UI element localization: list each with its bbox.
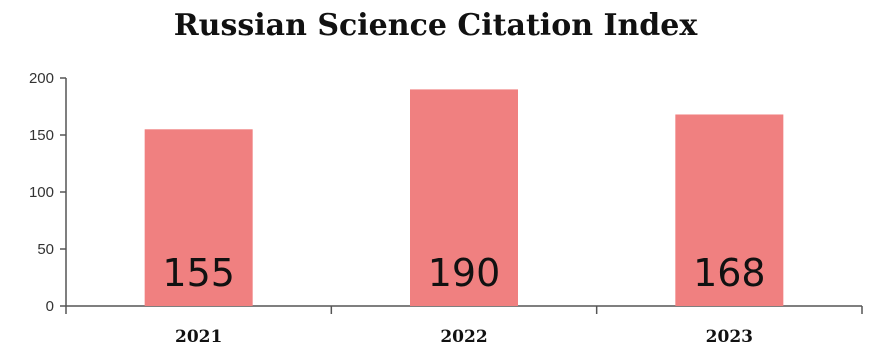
data-label-2022: 190 <box>428 251 501 295</box>
x-axis: 2021 2022 2023 <box>65 305 863 347</box>
data-labels: 155 190 168 <box>162 251 765 295</box>
y-tick-label: 150 <box>29 127 54 144</box>
y-tick-label: 0 <box>46 298 54 315</box>
data-label-2023: 168 <box>693 251 766 295</box>
y-tick-label: 50 <box>37 241 54 258</box>
x-tick-label-2022: 2022 <box>440 327 487 347</box>
bar-2021 <box>144 129 253 306</box>
y-tick-label: 200 <box>29 70 54 87</box>
bars <box>144 89 784 307</box>
x-tick-label-2023: 2023 <box>706 327 753 347</box>
y-tick-label: 100 <box>29 184 54 201</box>
x-tick-label-2021: 2021 <box>175 327 222 347</box>
data-label-2021: 155 <box>162 251 235 295</box>
y-axis: 0 50 100 150 200 <box>29 70 67 315</box>
bar-2023 <box>675 114 784 306</box>
chart-title: Russian Science Citation Index <box>173 8 698 43</box>
bar-2022 <box>410 89 518 307</box>
